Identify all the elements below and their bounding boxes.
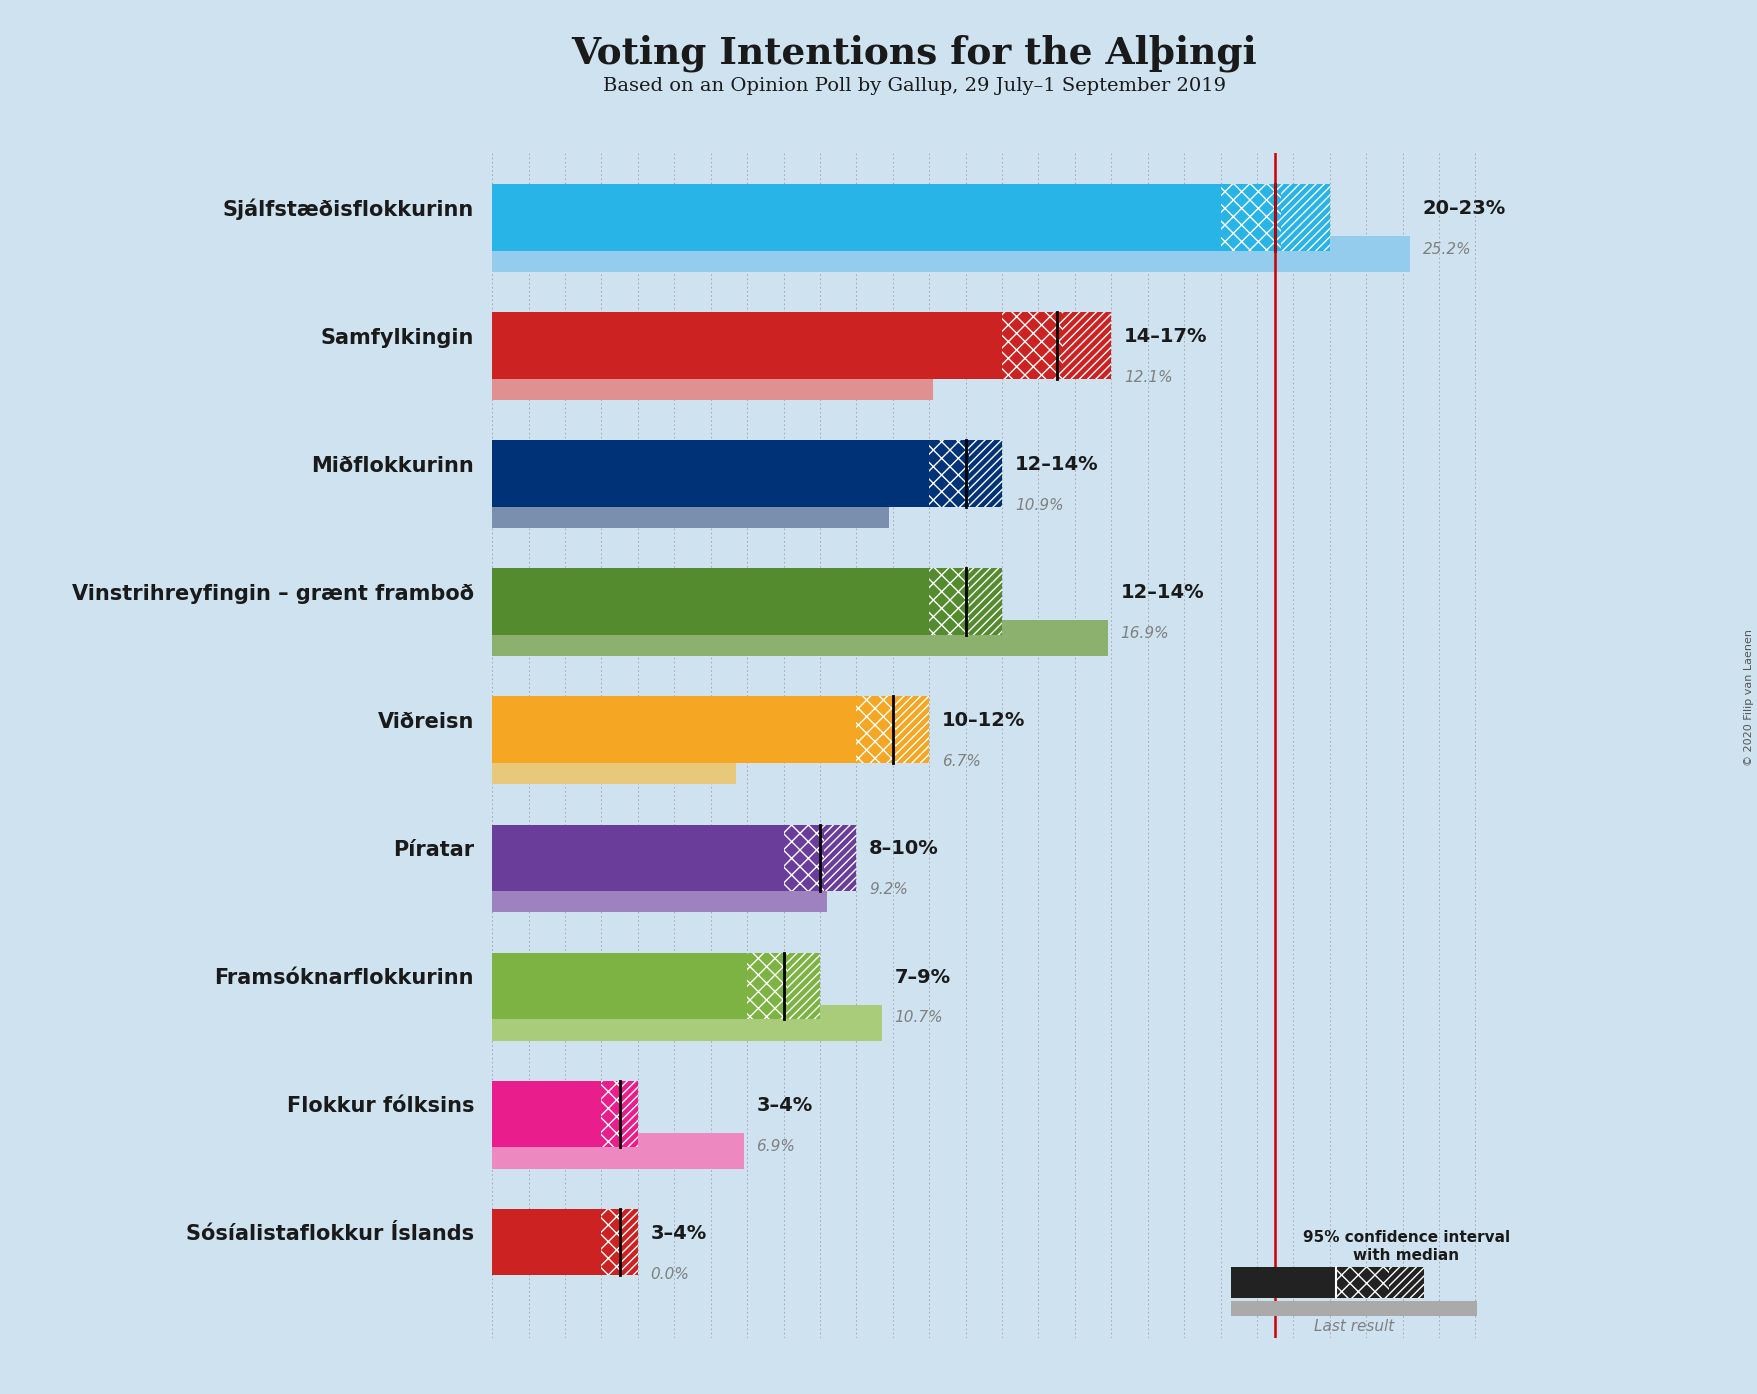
Bar bbox=[929, 441, 968, 507]
Bar bbox=[1061, 312, 1110, 379]
Bar bbox=[492, 697, 856, 763]
Bar bbox=[492, 364, 933, 400]
Text: © 2020 Filip van Laenen: © 2020 Filip van Laenen bbox=[1743, 629, 1753, 765]
Bar bbox=[601, 1080, 638, 1147]
Bar bbox=[601, 1080, 622, 1147]
Bar bbox=[1279, 184, 1328, 251]
Text: Based on an Opinion Poll by Gallup, 29 July–1 September 2019: Based on an Opinion Poll by Gallup, 29 J… bbox=[603, 77, 1225, 95]
Text: 95% confidence interval
with median: 95% confidence interval with median bbox=[1302, 1231, 1509, 1263]
Bar bbox=[492, 749, 736, 785]
Text: 0.0%: 0.0% bbox=[650, 1267, 689, 1281]
Bar bbox=[492, 1133, 743, 1168]
Bar bbox=[492, 312, 1001, 379]
Bar bbox=[492, 569, 929, 636]
Bar bbox=[622, 1080, 638, 1147]
Bar bbox=[929, 569, 968, 636]
Text: Sjálfstæðisflokkurinn: Sjálfstæðisflokkurinn bbox=[223, 199, 474, 220]
Bar bbox=[1001, 312, 1110, 379]
Text: Voting Intentions for the Alþingi: Voting Intentions for the Alþingi bbox=[571, 35, 1256, 72]
Text: 16.9%: 16.9% bbox=[1119, 626, 1168, 641]
Bar bbox=[896, 697, 929, 763]
Bar bbox=[929, 569, 1001, 636]
Text: Sósíalistaflokkur Íslands: Sósíalistaflokkur Íslands bbox=[186, 1224, 474, 1245]
Bar bbox=[1335, 1267, 1388, 1298]
Text: 12–14%: 12–14% bbox=[1014, 454, 1098, 474]
Bar bbox=[492, 492, 889, 528]
Text: 7–9%: 7–9% bbox=[894, 967, 951, 987]
Text: 14–17%: 14–17% bbox=[1123, 328, 1207, 346]
Bar bbox=[784, 825, 822, 891]
Bar bbox=[1219, 184, 1328, 251]
Bar bbox=[1001, 312, 1061, 379]
Bar bbox=[622, 1209, 638, 1276]
Bar bbox=[856, 697, 896, 763]
Text: Vinstrihreyfingin – grænt framboð: Vinstrihreyfingin – grænt framboð bbox=[72, 584, 474, 604]
Text: 12–14%: 12–14% bbox=[1119, 583, 1204, 602]
Text: Last result: Last result bbox=[1312, 1319, 1393, 1334]
Text: Samfylkingin: Samfylkingin bbox=[320, 328, 474, 347]
Bar bbox=[601, 1209, 622, 1276]
Text: 10.9%: 10.9% bbox=[1014, 498, 1063, 513]
Bar bbox=[492, 1080, 601, 1147]
Text: 10–12%: 10–12% bbox=[942, 711, 1024, 730]
Bar bbox=[1230, 1301, 1476, 1316]
Bar bbox=[968, 569, 1001, 636]
Bar bbox=[1388, 1267, 1423, 1298]
Bar bbox=[856, 697, 929, 763]
Text: Viðreisn: Viðreisn bbox=[378, 712, 474, 732]
Bar bbox=[492, 620, 1107, 657]
Text: 9.2%: 9.2% bbox=[868, 882, 908, 898]
Text: Flokkur fólksins: Flokkur fólksins bbox=[286, 1097, 474, 1117]
Text: 6.7%: 6.7% bbox=[942, 754, 980, 769]
Text: 3–4%: 3–4% bbox=[756, 1096, 812, 1115]
Bar bbox=[1219, 184, 1279, 251]
Bar bbox=[787, 952, 819, 1019]
Text: 10.7%: 10.7% bbox=[894, 1011, 944, 1026]
Bar bbox=[784, 825, 856, 891]
Text: 12.1%: 12.1% bbox=[1123, 369, 1172, 385]
Bar bbox=[822, 825, 856, 891]
Bar bbox=[492, 825, 784, 891]
Bar bbox=[492, 236, 1409, 272]
Text: Miðflokkurinn: Miðflokkurinn bbox=[311, 456, 474, 475]
Text: Framsóknarflokkurinn: Framsóknarflokkurinn bbox=[214, 969, 474, 988]
Bar bbox=[492, 1209, 601, 1276]
Bar bbox=[747, 952, 787, 1019]
Bar bbox=[1230, 1267, 1423, 1298]
Bar bbox=[492, 1005, 882, 1040]
Bar bbox=[492, 441, 929, 507]
Text: 6.9%: 6.9% bbox=[756, 1139, 794, 1154]
Text: 25.2%: 25.2% bbox=[1421, 243, 1471, 256]
Bar bbox=[492, 184, 1219, 251]
Bar bbox=[968, 441, 1001, 507]
Bar bbox=[492, 952, 747, 1019]
Text: 20–23%: 20–23% bbox=[1421, 199, 1506, 217]
Text: Píratar: Píratar bbox=[392, 841, 474, 860]
Text: 8–10%: 8–10% bbox=[868, 839, 938, 859]
Text: 3–4%: 3–4% bbox=[650, 1224, 706, 1242]
Bar bbox=[929, 441, 1001, 507]
Bar bbox=[492, 877, 828, 913]
Bar bbox=[601, 1209, 638, 1276]
Bar bbox=[747, 952, 819, 1019]
